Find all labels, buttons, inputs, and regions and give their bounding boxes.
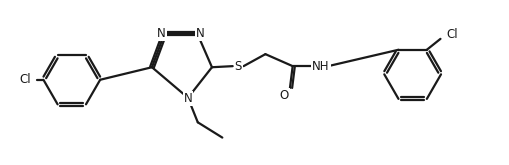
Text: N: N [157, 27, 165, 40]
Text: O: O [280, 89, 289, 101]
Text: NH: NH [313, 60, 330, 73]
Text: Cl: Cl [20, 73, 32, 86]
Text: N: N [184, 92, 192, 105]
Text: Cl: Cl [446, 28, 458, 41]
Text: N: N [196, 27, 205, 40]
Text: S: S [235, 60, 242, 73]
